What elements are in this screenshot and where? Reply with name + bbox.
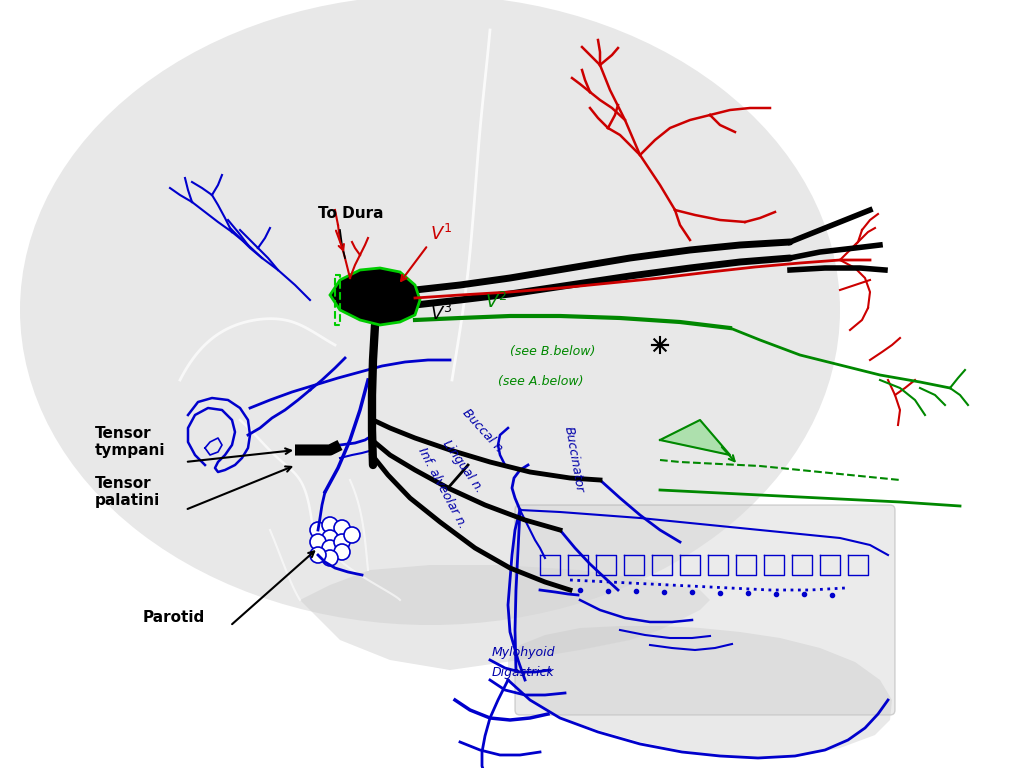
Circle shape	[334, 544, 350, 560]
Polygon shape	[300, 565, 710, 670]
Circle shape	[322, 530, 338, 546]
Text: Buccinator: Buccinator	[562, 425, 587, 493]
Text: Tensor
palatini: Tensor palatini	[95, 475, 160, 508]
Circle shape	[310, 534, 326, 550]
Text: To Dura: To Dura	[318, 206, 384, 221]
Circle shape	[322, 540, 338, 556]
Circle shape	[310, 522, 326, 538]
Circle shape	[322, 517, 338, 533]
Circle shape	[344, 527, 360, 543]
Text: $V^2$: $V^2$	[485, 292, 507, 312]
Text: Inf. alveolar n.: Inf. alveolar n.	[415, 445, 469, 531]
Polygon shape	[330, 268, 420, 325]
Polygon shape	[660, 420, 730, 455]
Polygon shape	[508, 626, 892, 758]
Text: Buccal n.: Buccal n.	[460, 407, 508, 458]
Circle shape	[322, 550, 338, 566]
Text: $V^1$: $V^1$	[430, 224, 453, 244]
Text: $V^3$: $V^3$	[430, 304, 453, 324]
Text: Parotid: Parotid	[143, 610, 205, 625]
Text: (see A.below): (see A.below)	[498, 375, 584, 388]
FancyBboxPatch shape	[515, 505, 895, 715]
Text: (see B.below): (see B.below)	[510, 345, 595, 358]
Text: Mylohyoid: Mylohyoid	[492, 646, 555, 659]
Text: Tensor
tympani: Tensor tympani	[95, 425, 166, 458]
Text: Digastrick: Digastrick	[492, 666, 555, 679]
Text: Lingual n.: Lingual n.	[440, 438, 485, 495]
Circle shape	[334, 520, 350, 536]
Ellipse shape	[20, 0, 840, 625]
Circle shape	[310, 547, 326, 563]
Circle shape	[334, 534, 350, 550]
